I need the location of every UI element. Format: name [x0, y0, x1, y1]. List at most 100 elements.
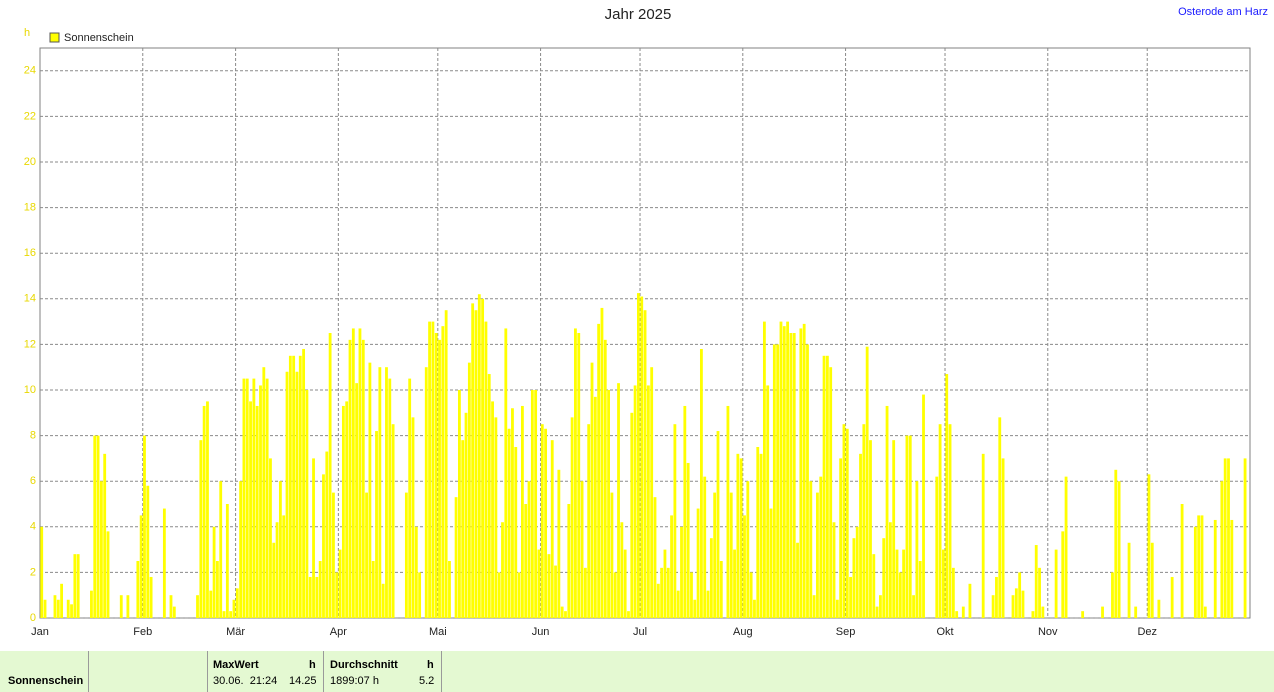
bar — [1114, 469, 1118, 618]
bar — [1038, 567, 1041, 618]
x-tick-label: Okt — [936, 626, 953, 638]
bar — [610, 492, 614, 618]
bar — [779, 321, 783, 618]
bar — [530, 390, 534, 618]
bar — [1081, 611, 1085, 618]
bar — [474, 310, 478, 618]
bar — [627, 611, 630, 618]
y-tick-label: 0 — [30, 612, 36, 624]
bar — [520, 405, 524, 618]
bar — [597, 323, 601, 618]
bar — [1031, 611, 1035, 618]
bar — [1134, 606, 1138, 618]
x-tick-label: Jan — [31, 626, 49, 638]
bar — [885, 405, 889, 618]
bar — [769, 508, 773, 618]
y-tick-label: 2 — [30, 566, 36, 578]
bar — [325, 451, 329, 618]
bar — [209, 590, 213, 618]
bar — [620, 522, 624, 618]
x-tick-label: Dez — [1137, 626, 1157, 638]
col-unit: h — [309, 659, 316, 671]
bar — [269, 458, 272, 618]
bar — [557, 469, 561, 618]
bar — [663, 549, 667, 618]
bar — [43, 599, 47, 618]
bar — [1061, 531, 1065, 618]
bar — [206, 401, 209, 618]
y-tick-label: 22 — [24, 110, 36, 122]
bar — [514, 447, 518, 618]
col-title: MaxWert — [213, 659, 259, 671]
y-unit: h — [24, 27, 30, 39]
bar — [1147, 474, 1151, 618]
bar — [494, 417, 498, 618]
bar — [172, 606, 176, 618]
separator — [323, 651, 324, 692]
bar — [633, 385, 637, 618]
bar — [869, 440, 872, 618]
bar — [590, 362, 594, 618]
bar — [706, 590, 710, 618]
bar — [136, 561, 140, 618]
bar — [428, 321, 431, 618]
bar — [699, 348, 703, 618]
bar — [1170, 576, 1174, 618]
bar — [484, 321, 488, 618]
x-tick-label: Jun — [532, 626, 550, 638]
bar — [1041, 606, 1045, 618]
bar — [1054, 549, 1058, 618]
bar — [995, 576, 998, 618]
bar — [580, 481, 584, 618]
bar — [892, 440, 896, 618]
bar — [898, 572, 902, 618]
bar — [683, 405, 687, 618]
bar — [222, 611, 226, 618]
bar — [693, 599, 697, 618]
bar — [825, 355, 829, 618]
bar — [753, 599, 756, 618]
bar — [607, 390, 610, 618]
bar — [381, 583, 385, 618]
bar — [504, 328, 508, 618]
bar — [968, 583, 972, 618]
x-tick-label: Mär — [226, 626, 245, 638]
bar — [388, 378, 392, 618]
bar — [332, 492, 335, 618]
bar — [212, 526, 216, 618]
bar — [902, 549, 906, 618]
bar — [1111, 572, 1114, 618]
bar — [1018, 572, 1022, 618]
bar — [786, 321, 790, 618]
bar — [816, 492, 819, 618]
bar — [497, 572, 501, 618]
bar — [431, 321, 435, 618]
bar — [879, 595, 882, 618]
bar — [776, 344, 780, 618]
bar — [1203, 606, 1207, 618]
bar — [338, 549, 342, 618]
bar — [53, 595, 57, 618]
bar — [96, 435, 100, 618]
bar — [577, 333, 581, 618]
row-label: Sonnenschein — [8, 675, 84, 687]
bar — [676, 590, 680, 618]
bar — [1227, 458, 1230, 618]
bar — [481, 298, 485, 618]
bar — [278, 481, 282, 618]
bar — [583, 567, 587, 618]
bar — [318, 561, 322, 618]
bar — [703, 476, 707, 618]
bar — [527, 481, 531, 618]
bar — [507, 428, 511, 618]
avg-value: 5.2 — [419, 675, 435, 687]
bar — [749, 572, 753, 618]
bar — [448, 561, 451, 618]
y-tick-label: 20 — [24, 156, 36, 168]
bar — [587, 424, 591, 618]
bar — [653, 497, 657, 618]
bar — [487, 374, 491, 618]
bar — [908, 435, 912, 618]
bar — [249, 401, 252, 618]
